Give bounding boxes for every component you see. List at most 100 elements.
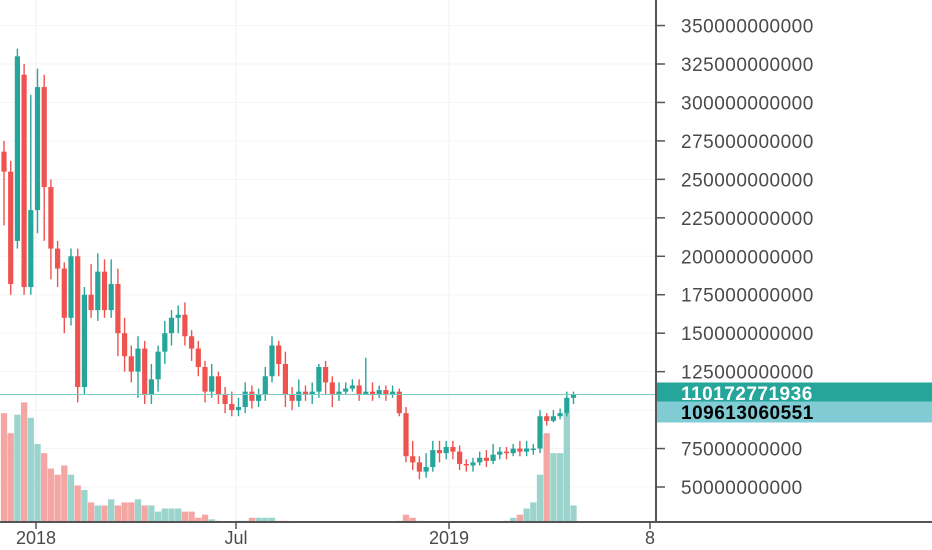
- candle-body: [195, 348, 201, 368]
- candle-body: [356, 385, 362, 395]
- candle-body: [142, 348, 148, 395]
- volume-bar: [41, 453, 48, 522]
- volume-bar: [262, 517, 269, 522]
- candle-body: [369, 391, 376, 395]
- candle-body: [450, 447, 456, 452]
- candle-body: [249, 391, 255, 401]
- candle-body: [48, 187, 54, 249]
- candle-body: [363, 391, 369, 395]
- candle-body: [168, 317, 175, 334]
- price-badge-label: 109613060551: [681, 403, 814, 424]
- candle-body: [88, 294, 94, 311]
- price-badge: [657, 382, 932, 404]
- volume-bar: [208, 519, 215, 522]
- volume-bar: [516, 514, 524, 522]
- candle-body: [55, 248, 61, 269]
- price-tick-label: 225000000000: [681, 209, 814, 230]
- volume-bar: [67, 474, 75, 522]
- candle-body: [289, 394, 295, 401]
- candle-body: [235, 407, 242, 411]
- candle-body: [423, 467, 429, 472]
- candle-body: [115, 283, 121, 334]
- volume-bar: [201, 514, 209, 522]
- price-tick-label: 125000000000: [681, 363, 814, 384]
- candle-body: [256, 394, 262, 401]
- time-tick-label: Jul: [224, 528, 247, 548]
- price-tick-label: 275000000000: [681, 132, 814, 153]
- volume-bar: [536, 474, 544, 522]
- volume-bar: [175, 508, 182, 522]
- candle-body: [343, 388, 349, 392]
- candle-body: [75, 256, 81, 388]
- volume-bar: [510, 517, 517, 522]
- price-badge-label: 110172771936: [681, 384, 813, 405]
- candle-body: [483, 457, 489, 461]
- time-axis-ticks: [35, 522, 651, 529]
- candle-body: [122, 333, 128, 357]
- volume-bar: [248, 517, 256, 522]
- volume-bar: [181, 511, 189, 522]
- candle-body: [282, 363, 288, 395]
- volume-bar: [20, 402, 28, 522]
- volume-bar: [161, 508, 168, 522]
- candle-body: [510, 448, 516, 454]
- candle-body: [396, 391, 402, 414]
- price-tick-label: 350000000000: [681, 17, 814, 38]
- candlesticks: [1, 48, 577, 480]
- volume-bar: [268, 517, 276, 522]
- candle-body: [1, 151, 7, 172]
- candle-body: [557, 413, 563, 417]
- volume-bar: [7, 433, 14, 522]
- candle-body: [570, 394, 577, 398]
- price-tick-label: 250000000000: [681, 170, 814, 191]
- volume-bar: [409, 517, 416, 522]
- candle-body: [524, 448, 530, 452]
- volume-bar: [34, 443, 41, 522]
- candle-body: [21, 74, 27, 288]
- volume-bar: [121, 502, 128, 522]
- price-tick-label: 200000000000: [681, 247, 814, 268]
- candle-body: [68, 256, 74, 318]
- candle-body: [503, 451, 510, 454]
- price-tick-label: 300000000000: [681, 93, 814, 114]
- volume-bar: [556, 453, 564, 522]
- candle-body: [416, 462, 422, 472]
- price-badge: [657, 401, 932, 423]
- candle-body: [490, 454, 496, 461]
- candle-body: [148, 379, 154, 395]
- candle-body: [189, 336, 195, 349]
- volume-bar: [74, 485, 81, 522]
- volume-bar: [141, 505, 148, 522]
- volume-bar: [61, 465, 68, 522]
- volume-bar: [148, 505, 155, 522]
- candle-body: [470, 462, 476, 466]
- volume-bar: [168, 508, 175, 522]
- candle-body: [135, 348, 141, 372]
- volume-bar: [255, 517, 262, 522]
- candle-body: [376, 390, 382, 395]
- candle-body: [8, 171, 14, 284]
- candle-body: [81, 294, 87, 388]
- candle-body: [262, 376, 268, 395]
- candle-body: [276, 345, 282, 364]
- candle-body: [215, 376, 221, 395]
- volume-bar: [550, 453, 557, 522]
- candle-body: [222, 394, 228, 404]
- candle-body: [436, 450, 443, 454]
- candle-body: [162, 333, 168, 352]
- candle-body: [403, 413, 409, 457]
- volume-bar: [114, 505, 122, 522]
- candle-body: [14, 56, 20, 241]
- volume-bar: [134, 499, 142, 522]
- candle-body: [28, 210, 34, 288]
- volume-bar: [543, 433, 550, 522]
- candle-body: [497, 451, 503, 455]
- candle-body: [537, 416, 543, 449]
- candle-body: [296, 391, 302, 401]
- candle-body: [463, 463, 469, 466]
- candle-body: [309, 391, 315, 395]
- candle-body: [517, 448, 523, 452]
- candle-body: [550, 416, 556, 421]
